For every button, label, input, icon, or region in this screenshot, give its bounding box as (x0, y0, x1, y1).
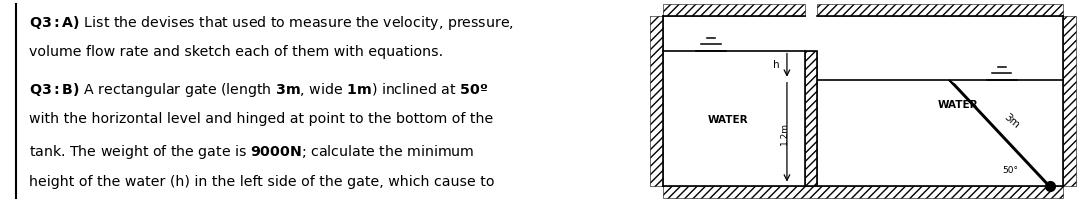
Bar (663, 186, 1063, 198)
Polygon shape (949, 80, 1053, 189)
Bar (1063, 16, 1076, 186)
Text: h: h (772, 60, 779, 70)
Text: volume flow rate and sketch each of them with equations.: volume flow rate and sketch each of them… (29, 45, 443, 59)
Text: with the horizontal level and hinged at point to the bottom of the: with the horizontal level and hinged at … (29, 112, 494, 126)
Text: tank. The weight of the gate is $\bf{9000N}$; calculate the minimum: tank. The weight of the gate is $\bf{900… (29, 143, 474, 161)
Bar (805, 50, 816, 186)
Bar (650, 16, 663, 186)
Text: $\bf{Q3:B)}$ A rectangular gate (length $\bf{3m}$, wide $\bf{1m}$) inclined at $: $\bf{Q3:B)}$ A rectangular gate (length … (29, 81, 488, 99)
Text: WATER: WATER (708, 115, 748, 125)
Bar (816, 4, 1063, 16)
Text: 1.2m: 1.2m (780, 122, 789, 145)
Text: WATER: WATER (939, 100, 978, 110)
Text: 3m: 3m (1002, 112, 1022, 130)
Text: $\bf{Q3:A)}$ List the devises that used to measure the velocity, pressure,: $\bf{Q3:A)}$ List the devises that used … (29, 14, 514, 32)
Text: 50°: 50° (1002, 166, 1018, 175)
Text: height of the water (h) in the left side of the gate, which cause to: height of the water (h) in the left side… (29, 175, 495, 189)
Bar (805, 50, 816, 186)
Bar (663, 4, 805, 16)
